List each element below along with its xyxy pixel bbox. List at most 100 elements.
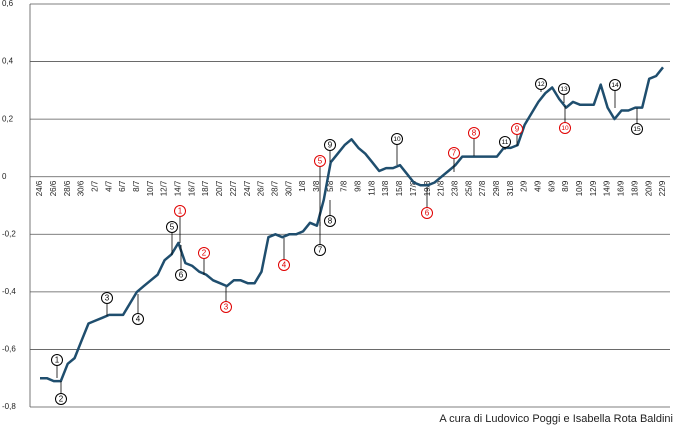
annotation-circle: [511, 123, 523, 135]
annotation-label: 3: [105, 294, 110, 303]
x-tick-label: 10/9: [575, 180, 584, 196]
x-tick-label: 9/8: [354, 180, 363, 192]
y-tick-label: -0,6: [2, 345, 16, 354]
x-tick-label: 31/8: [506, 180, 515, 196]
x-tick-label: 7/8: [340, 180, 349, 192]
y-tick-label: 0: [2, 172, 7, 181]
x-tick-label: 6/7: [118, 180, 127, 192]
annotation-label: 11: [502, 139, 509, 146]
annotation-label: 14: [611, 82, 619, 89]
x-tick-label: 6/9: [547, 180, 556, 192]
annotation-label: 7: [318, 246, 323, 255]
x-tick-label: 24/6: [35, 180, 44, 196]
x-tick-label: 18/7: [201, 180, 210, 196]
x-tick-label: 21/8: [437, 180, 446, 196]
annotation-label: 4: [282, 261, 287, 270]
annotation-label: 3: [224, 303, 229, 312]
x-tick-label: 30/6: [77, 180, 86, 196]
y-tick-label: -0,4: [2, 287, 16, 296]
annotation-label: 5: [170, 223, 175, 232]
annotation-circle: [132, 313, 144, 325]
x-tick-label: 3/8: [312, 180, 321, 192]
y-tick-label: -0,2: [2, 229, 16, 238]
annotation-label: 10: [393, 136, 401, 143]
annotation-circle: [278, 259, 290, 271]
y-tick-label: 0,6: [2, 0, 14, 8]
annotation-label: 15: [633, 126, 641, 133]
x-tick-label: 8/7: [132, 180, 141, 192]
x-tick-label: 12/7: [160, 180, 169, 196]
x-tick-label: 16/9: [617, 180, 626, 196]
annotation-circle: [499, 136, 511, 148]
annotation-circle: [55, 393, 67, 405]
annotation-label: 10: [561, 125, 569, 132]
y-tick-label: -0,8: [2, 402, 16, 411]
annotation-label: 4: [136, 315, 141, 324]
annotation-label: 8: [472, 129, 477, 138]
annotation-circle: [175, 269, 187, 281]
x-tick-label: 22/9: [658, 180, 667, 196]
annotation-circle: [324, 215, 336, 227]
x-tick-label: 17/8: [409, 180, 418, 196]
x-tick-label: 14/9: [603, 180, 612, 196]
x-tick-label: 28/6: [63, 180, 72, 196]
x-tick-label: 20/9: [644, 180, 653, 196]
source: A cura di Ludovico Poggi e Isabella Rota…: [439, 413, 673, 425]
x-tick-label: 13/8: [381, 180, 390, 196]
annotation-circle: [535, 78, 547, 90]
annotation-circle: [559, 122, 571, 134]
annotation-label: 2: [202, 249, 207, 258]
x-tick-label: 14/7: [174, 180, 183, 196]
annotation-label: 5: [318, 157, 323, 166]
annotation-label: 8: [328, 217, 333, 226]
x-tick-label: 26/6: [49, 180, 58, 196]
annotation-circle: [631, 123, 643, 135]
x-tick-label: 28/7: [270, 180, 279, 196]
annotation-circle: [468, 127, 480, 139]
x-tick-label: 18/9: [630, 180, 639, 196]
x-tick-label: 11/8: [367, 180, 376, 196]
x-tick-label: 15/8: [395, 180, 404, 196]
annotation-label: 13: [560, 86, 568, 93]
annotation-circle: [51, 354, 63, 366]
x-tick-label: 25/8: [464, 180, 473, 196]
x-tick-label: 1/8: [298, 180, 307, 192]
x-tick-label: 4/7: [104, 180, 113, 192]
annotation-circle: [324, 139, 336, 151]
x-tick-label: 30/7: [284, 180, 293, 196]
annotation-circle: [174, 205, 186, 217]
x-tick-label: 16/7: [187, 180, 196, 196]
annotation-label: 6: [179, 271, 184, 280]
x-tick-label: 12/9: [589, 180, 598, 196]
annotation-circle: [314, 244, 326, 256]
annotation-label: 9: [515, 125, 520, 134]
x-tick-label: 27/8: [478, 180, 487, 196]
annotation-circle: [101, 292, 113, 304]
annotation-circle: [448, 147, 460, 159]
x-tick-label: 2/9: [520, 180, 529, 192]
x-tick-label: 2/7: [90, 180, 99, 192]
annotation-label: 6: [425, 209, 430, 218]
annotation-circle: [421, 207, 433, 219]
annotation-label: 12: [537, 81, 545, 88]
x-tick-label: 8/9: [561, 180, 570, 192]
annotation-label: 1: [178, 207, 183, 216]
x-tick-label: 5/8: [326, 180, 335, 192]
annotation-circle: [609, 79, 621, 91]
x-tick-label: 22/7: [229, 180, 238, 196]
x-tick-label: 26/7: [257, 180, 266, 196]
x-tick-label: 23/8: [450, 180, 459, 196]
annotation-circle: [391, 133, 403, 145]
annotation-circle: [166, 221, 178, 233]
data-line: [40, 66, 664, 383]
y-tick-label: 0,4: [2, 57, 14, 66]
x-tick-label: 20/7: [215, 180, 224, 196]
annotation-label: 2: [59, 395, 64, 404]
x-tick-label: 10/7: [146, 180, 155, 196]
x-tick-label: 29/8: [492, 180, 501, 196]
annotation-circle: [314, 155, 326, 167]
annotation-circle: [558, 83, 570, 95]
annotation-circle: [198, 247, 210, 259]
y-tick-label: 0,2: [2, 114, 14, 123]
